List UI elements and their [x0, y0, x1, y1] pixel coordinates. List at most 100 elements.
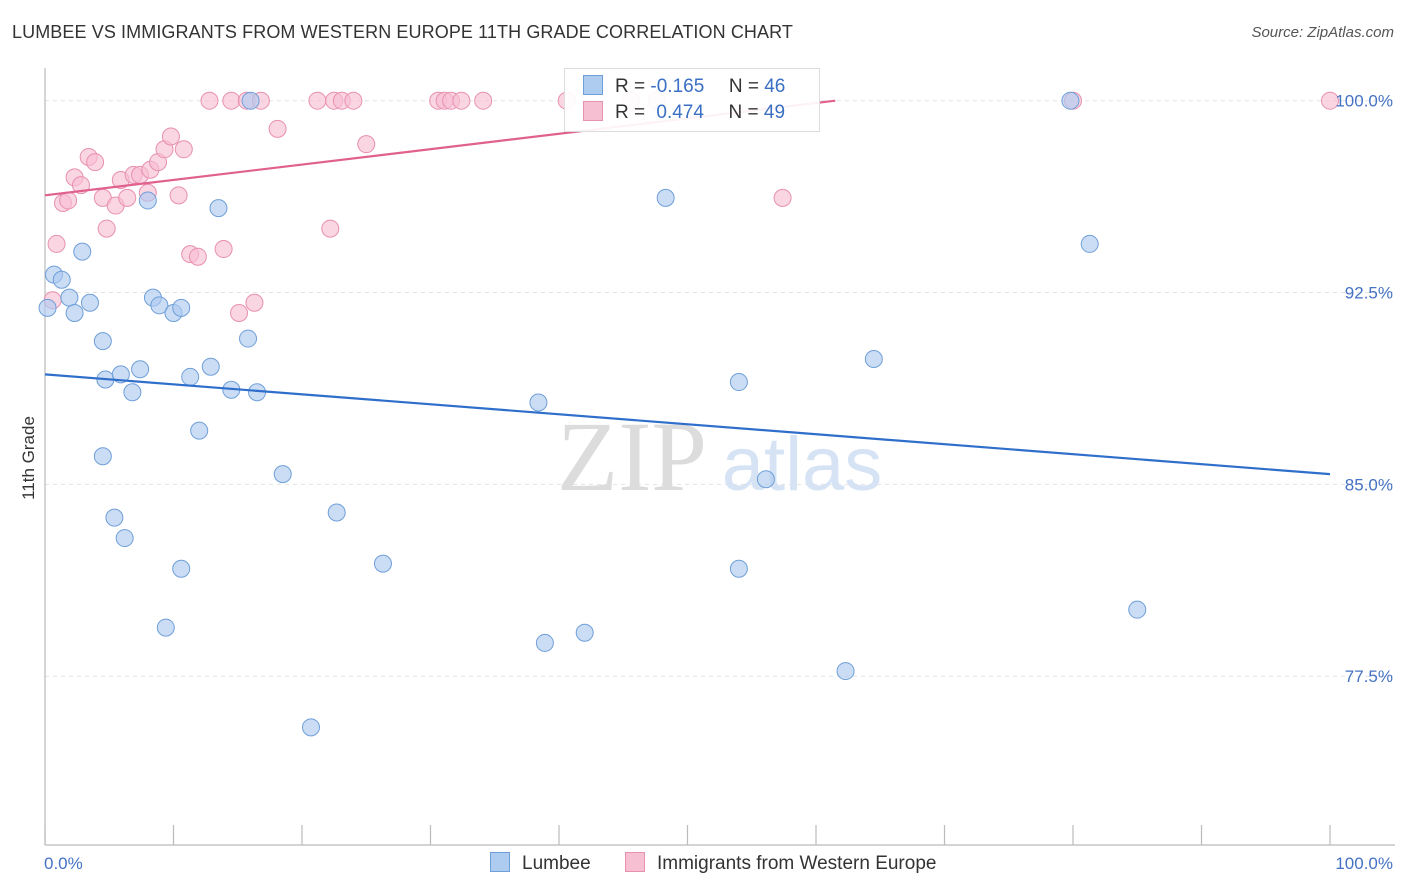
- immigrants-point-27: [230, 303, 249, 322]
- immigrants-point-7: [86, 153, 105, 172]
- lumbee-point-44: [1080, 234, 1099, 253]
- lumbee-point-6: [80, 293, 99, 312]
- legend-n-value: 46: [764, 76, 786, 97]
- legend-n-value: 49: [763, 102, 786, 123]
- lumbee-point-36: [575, 623, 594, 642]
- lumbee-point-21: [172, 298, 191, 317]
- bottom-legend-immigrants: Immigrants from Western Europe: [625, 852, 936, 875]
- immigrants-point-19: [161, 127, 180, 146]
- immigrants-points: [43, 91, 1339, 322]
- lumbee-point-18: [156, 618, 175, 637]
- lumbee-point-39: [729, 559, 748, 578]
- immigrants-point-21: [174, 140, 193, 159]
- immigrants-point-36: [344, 91, 363, 110]
- immigrants-point-46: [773, 188, 792, 207]
- watermark-atlas: atlas: [722, 422, 883, 507]
- immigrants-point-3: [59, 191, 78, 210]
- lumbee-points: [38, 91, 1147, 737]
- lumbee-point-2: [52, 270, 71, 289]
- bottom-legend-swatch-immigrants: [625, 852, 645, 872]
- lumbee-point-31: [301, 718, 320, 737]
- tick-labels: 77.5% 85.0% 92.5% 100.0% 0.0% 100.0%: [44, 92, 1393, 873]
- immigrants-point-42: [474, 91, 493, 110]
- bottom-legend-label-lumbee: Lumbee: [522, 853, 591, 874]
- legend-r-label: R =: [615, 102, 646, 123]
- immigrants-point-1: [47, 234, 66, 253]
- immigrants-point-32: [308, 91, 327, 110]
- y-tick-label-3: 100.0%: [1335, 92, 1393, 111]
- immigrants-point-23: [188, 247, 207, 266]
- legend-n-label: N =: [728, 76, 759, 97]
- legend-row-lumbee: R = -0.165 N = 46: [583, 75, 785, 101]
- x-tick-label-0: 0.0%: [44, 854, 83, 873]
- bottom-legend: Lumbee Immigrants from Western Europe: [0, 852, 1406, 878]
- y-tick-label-2: 92.5%: [1345, 284, 1393, 303]
- watermark-zip: ZIP: [557, 401, 707, 512]
- lumbee-trend-line: [44, 373, 1331, 476]
- immigrants-point-29: [245, 293, 264, 312]
- lumbee-point-0: [38, 298, 57, 317]
- lumbee-point-32: [327, 503, 346, 522]
- lumbee-point-14: [131, 360, 150, 379]
- lumbee-point-8: [93, 332, 112, 351]
- lumbee-point-45: [1128, 600, 1147, 619]
- immigrants-point-24: [200, 91, 219, 110]
- lumbee-point-3: [60, 288, 79, 307]
- lumbee-point-22: [181, 367, 200, 386]
- y-tick-label-0: 77.5%: [1345, 667, 1393, 686]
- bottom-legend-swatch-lumbee: [490, 852, 510, 872]
- immigrants-point-41: [452, 91, 471, 110]
- lumbee-point-25: [209, 199, 228, 218]
- source-credit: Source: ZipAtlas.com: [1251, 24, 1394, 41]
- lumbee-point-33: [373, 554, 392, 573]
- legend-row-immigrants: R = 0.474 N = 49: [583, 101, 785, 127]
- lumbee-point-13: [123, 383, 142, 402]
- lumbee-point-20: [172, 559, 191, 578]
- legend-swatch-lumbee: [583, 75, 603, 95]
- axes: [44, 68, 1395, 846]
- lumbee-point-28: [241, 91, 260, 110]
- lumbee-point-35: [535, 633, 554, 652]
- legend-r-label: R =: [615, 76, 646, 97]
- chart-title: LUMBEE VS IMMIGRANTS FROM WESTERN EUROPE…: [12, 22, 793, 42]
- lumbee-point-27: [239, 329, 258, 348]
- immigrants-point-5: [71, 176, 90, 195]
- lumbee-point-43: [1061, 91, 1080, 110]
- lumbee-point-34: [529, 393, 548, 412]
- lumbee-point-10: [105, 508, 124, 527]
- lumbee-point-41: [836, 662, 855, 681]
- immigrants-point-26: [222, 91, 241, 110]
- immigrants-point-48: [1321, 91, 1339, 110]
- bottom-legend-lumbee: Lumbee: [490, 852, 591, 875]
- immigrants-point-20: [169, 186, 188, 205]
- lumbee-point-4: [65, 303, 84, 322]
- legend-r-value: 0.474: [656, 102, 704, 123]
- y-tick-label-1: 85.0%: [1345, 475, 1393, 494]
- lumbee-point-24: [201, 357, 220, 376]
- immigrants-point-33: [321, 219, 340, 238]
- legend: R = -0.165 N = 46 R = 0.474 N = 49: [564, 68, 820, 132]
- lumbee-point-12: [115, 529, 134, 548]
- lumbee-point-37: [656, 188, 675, 207]
- watermark: ZIP atlas: [557, 401, 882, 512]
- immigrants-point-9: [97, 219, 116, 238]
- lumbee-point-23: [190, 421, 209, 440]
- legend-swatch-immigrants: [583, 101, 603, 121]
- gridlines: [45, 100, 1395, 677]
- immigrants-point-37: [357, 135, 376, 154]
- immigrants-point-31: [268, 119, 287, 138]
- lumbee-point-11: [111, 365, 130, 384]
- legend-n-label: N =: [728, 102, 759, 123]
- lumbee-point-17: [150, 296, 169, 315]
- lumbee-point-30: [273, 465, 292, 484]
- lumbee-point-40: [756, 470, 775, 489]
- immigrants-point-12: [118, 188, 137, 207]
- immigrants-point-25: [214, 240, 233, 259]
- lumbee-point-5: [73, 242, 92, 261]
- x-tick-label-1: 100.0%: [1335, 854, 1393, 873]
- lumbee-point-42: [864, 350, 883, 369]
- bottom-legend-label-immigrants: Immigrants from Western Europe: [657, 853, 937, 874]
- lumbee-point-38: [729, 373, 748, 392]
- lumbee-point-7: [93, 447, 112, 466]
